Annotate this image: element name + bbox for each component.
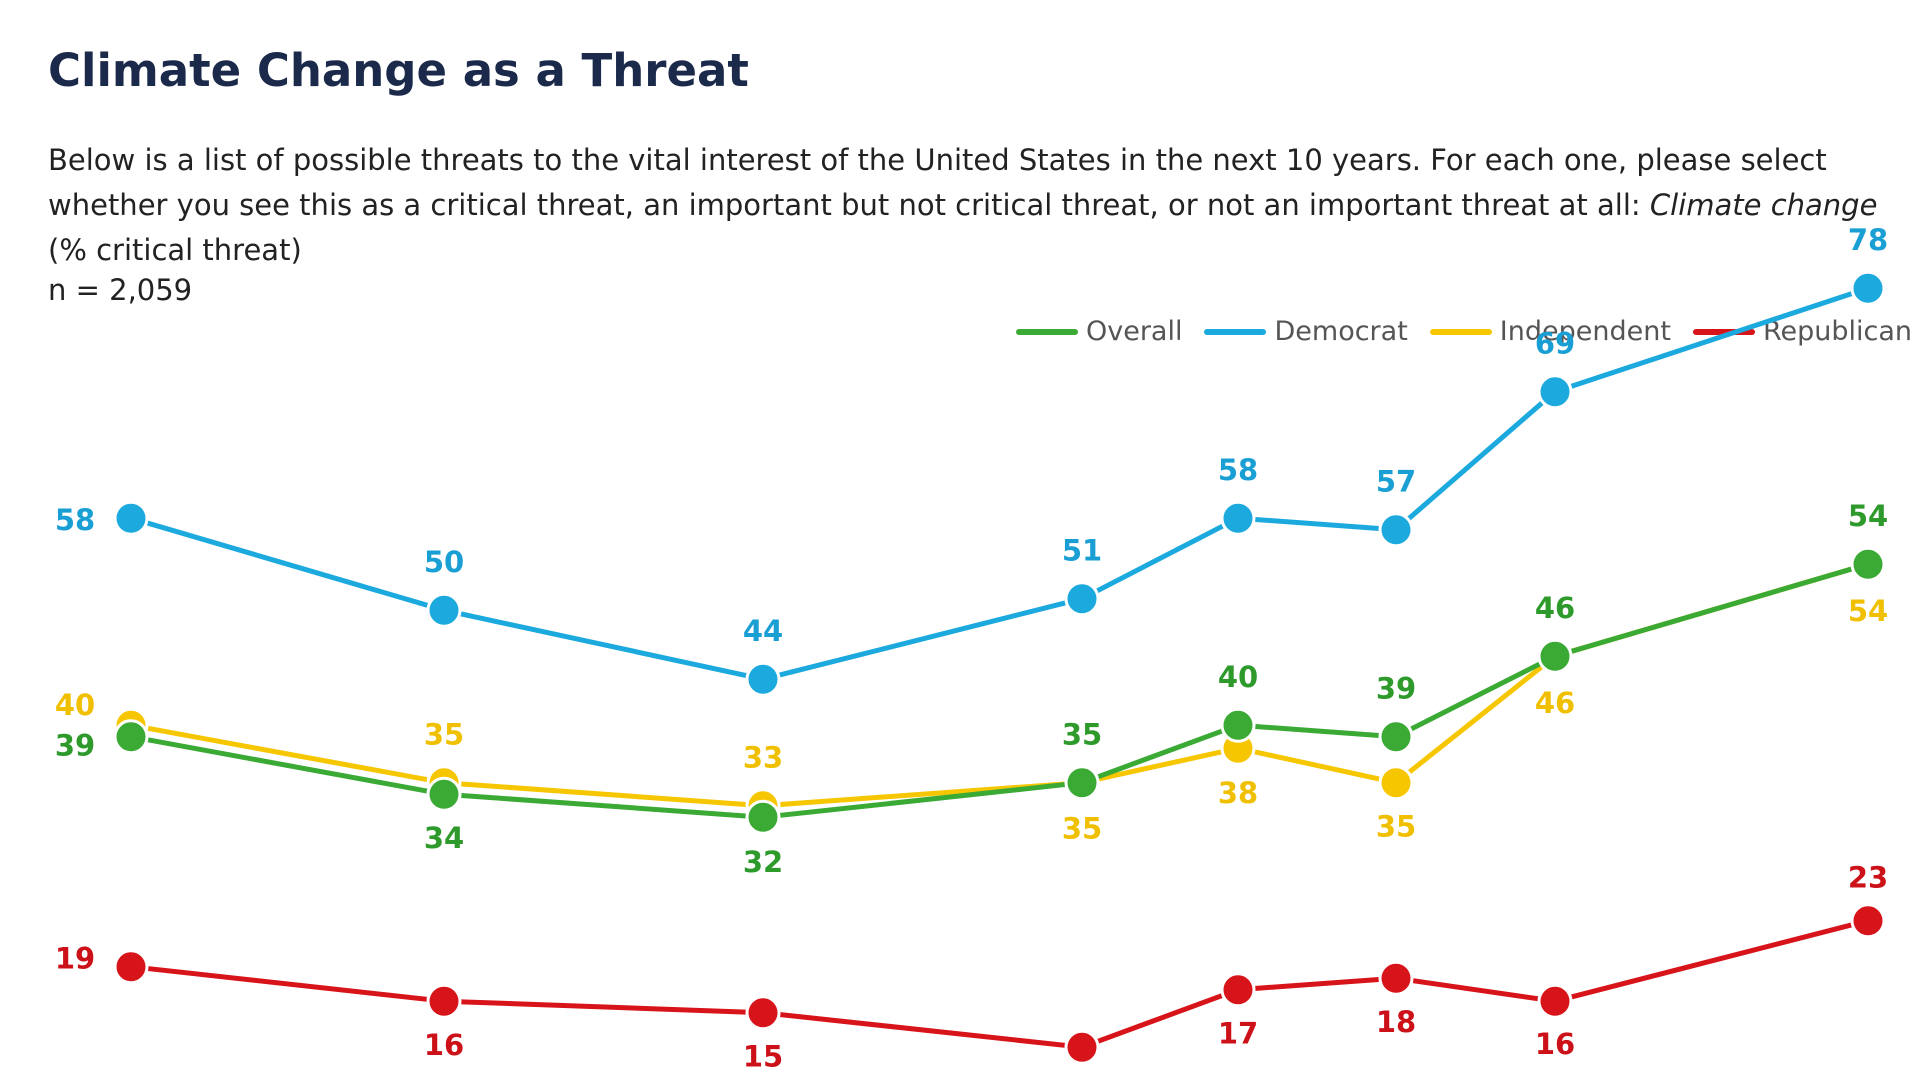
legend-item-democrat: Democrat	[1204, 316, 1408, 347]
legend-item-overall: Overall	[1015, 316, 1183, 347]
data-label-overall: 34	[424, 821, 464, 855]
data-label-independent: 35	[1376, 810, 1416, 844]
data-point-republican	[1850, 903, 1886, 939]
legend-label-democrat: Democrat	[1274, 316, 1408, 347]
subtitle-text: Below is a list of possible threats to t…	[48, 143, 1827, 222]
legend-swatch-democrat	[1204, 328, 1267, 335]
data-label-republican: 19	[55, 942, 95, 976]
data-point-republican	[426, 983, 462, 1019]
data-point-democrat	[1220, 500, 1256, 536]
data-label-republican: 12	[1062, 1075, 1102, 1080]
data-label-republican: 17	[1218, 1017, 1258, 1051]
data-labels-independent: 40 35 33 35 38 35 46 54	[55, 594, 1888, 846]
sample-size: n = 2,059	[48, 273, 193, 307]
data-point-overall	[1537, 638, 1573, 674]
chart-legend: Overall Democrat Independent Republican	[1015, 316, 1912, 347]
data-label-independent: 38	[1218, 776, 1258, 810]
data-point-republican	[1064, 1029, 1100, 1065]
data-label-democrat: 44	[743, 614, 783, 648]
data-point-democrat	[745, 661, 781, 697]
data-point-overall	[426, 776, 462, 812]
data-label-overall: 39	[55, 729, 95, 763]
series-line-independent	[128, 561, 1871, 809]
data-label-democrat: 58	[55, 503, 95, 537]
data-label-democrat: 51	[1062, 534, 1102, 568]
data-point-overall	[745, 799, 781, 835]
data-label-independent: 35	[424, 718, 464, 752]
data-labels-overall: 39 34 32 35 40 39 46 54	[55, 499, 1888, 879]
data-point-democrat	[1064, 581, 1100, 617]
series-republican	[113, 903, 1886, 1065]
legend-item-independent: Independent	[1429, 316, 1671, 347]
data-label-overall: 46	[1535, 591, 1575, 625]
subtitle-topic: Climate change	[1649, 188, 1878, 222]
data-label-democrat: 58	[1218, 453, 1258, 487]
data-point-overall	[113, 719, 149, 755]
data-label-independent: 40	[55, 688, 95, 722]
data-label-independent: 54	[1848, 594, 1888, 628]
data-label-republican: 23	[1848, 861, 1888, 895]
data-label-democrat: 57	[1376, 465, 1416, 499]
legend-item-republican: Republican	[1692, 316, 1912, 347]
data-label-overall: 35	[1062, 718, 1102, 752]
data-label-independent: 46	[1535, 686, 1575, 720]
data-point-overall	[1064, 765, 1100, 801]
data-point-overall	[1378, 719, 1414, 755]
data-label-republican: 15	[743, 1040, 783, 1074]
data-point-democrat	[426, 592, 462, 628]
data-label-overall: 32	[743, 845, 783, 879]
data-label-democrat: 50	[424, 545, 464, 579]
series-line-democrat	[128, 285, 1871, 682]
data-point-democrat	[113, 500, 149, 536]
legend-swatch-republican	[1692, 328, 1755, 335]
legend-swatch-overall	[1015, 328, 1078, 335]
legend-swatch-independent	[1429, 328, 1492, 335]
data-label-republican: 16	[1535, 1027, 1575, 1061]
legend-label-overall: Overall	[1085, 316, 1183, 347]
series-line-overall	[128, 561, 1871, 820]
series-overall	[113, 546, 1886, 835]
data-point-republican	[113, 949, 149, 985]
data-label-republican: 16	[424, 1028, 464, 1062]
data-label-democrat: 69	[1535, 327, 1575, 361]
data-label-overall: 39	[1376, 672, 1416, 706]
subtitle-unit: (% critical threat)	[48, 233, 302, 267]
data-point-democrat	[1537, 374, 1573, 410]
data-point-democrat	[1378, 512, 1414, 548]
legend-label-independent: Independent	[1499, 316, 1671, 347]
data-point-republican	[1537, 983, 1573, 1019]
data-label-independent: 35	[1062, 812, 1102, 846]
data-label-overall: 40	[1218, 660, 1258, 694]
data-label-independent: 33	[743, 741, 783, 775]
chart-subtitle: Below is a list of possible threats to t…	[48, 138, 1908, 273]
data-point-democrat	[1850, 270, 1886, 306]
series-line-republican	[128, 918, 1871, 1050]
data-label-overall: 54	[1848, 499, 1888, 533]
chart-title: Climate Change as a Threat	[48, 44, 749, 97]
legend-label-republican: Republican	[1762, 316, 1912, 347]
data-point-overall	[1850, 546, 1886, 582]
data-point-republican	[1220, 972, 1256, 1008]
data-point-independent	[1378, 765, 1414, 801]
series-democrat	[113, 270, 1886, 697]
data-labels-democrat: 58 50 44 51 58 57 69 78	[55, 223, 1888, 648]
data-label-republican: 18	[1376, 1005, 1416, 1039]
data-label-democrat: 78	[1848, 223, 1888, 257]
data-point-republican	[1378, 960, 1414, 996]
data-point-republican	[745, 995, 781, 1031]
data-point-overall	[1220, 707, 1256, 743]
data-labels-republican: 19 16 15 12 17 18 16 23	[55, 861, 1888, 1080]
